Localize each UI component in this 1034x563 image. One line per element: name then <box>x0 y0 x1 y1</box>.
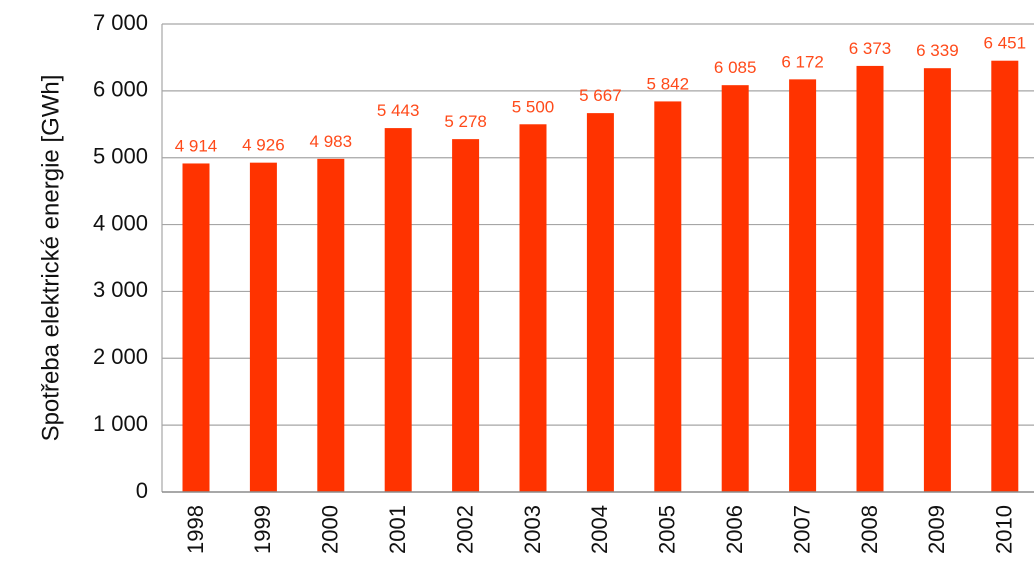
bar <box>182 163 210 493</box>
x-tick-label: 1998 <box>183 505 208 554</box>
data-labels: 4 914 4 926 4 983 5 443 5 278 5 500 5 667 5 842… <box>175 34 1026 156</box>
y-axis-ticks: 0 1 000 2 000 3 000 4 000 5 000 6 000 7 000 <box>93 10 148 503</box>
x-tick-label: 2002 <box>452 505 477 554</box>
bar <box>991 60 1019 493</box>
bar <box>317 158 345 492</box>
data-label: 4 983 <box>310 132 353 151</box>
data-label: 6 339 <box>916 41 959 60</box>
bars <box>182 60 1019 493</box>
x-tick-label: 2006 <box>722 505 747 554</box>
x-tick-label: 2003 <box>520 505 545 554</box>
bar <box>789 79 817 492</box>
bar <box>452 139 480 493</box>
y-tick-label: 7 000 <box>93 10 148 35</box>
data-label: 6 172 <box>781 52 824 71</box>
bar <box>654 101 682 493</box>
x-tick-label: 2001 <box>385 505 410 554</box>
data-label: 6 373 <box>849 39 892 58</box>
bar <box>586 113 614 492</box>
y-tick-label: 3 000 <box>93 277 148 302</box>
x-tick-label: 2010 <box>992 505 1017 554</box>
bar <box>249 162 277 492</box>
x-tick-label: 1999 <box>250 505 275 554</box>
data-label: 4 926 <box>242 136 285 155</box>
data-label: 5 443 <box>377 101 420 120</box>
data-label: 5 667 <box>579 86 622 105</box>
data-label: 6 451 <box>984 34 1027 53</box>
y-tick-label: 1 000 <box>93 411 148 436</box>
data-label: 5 842 <box>647 74 690 93</box>
y-axis-title: Spotřeba elektrické energie [GWh] <box>37 75 64 442</box>
bar <box>923 68 951 493</box>
x-tick-label: 2007 <box>789 505 814 554</box>
y-tick-label: 0 <box>136 478 148 503</box>
bar <box>384 128 412 493</box>
y-tick-label: 4 000 <box>93 210 148 235</box>
bar <box>856 65 884 492</box>
x-tick-label: 2008 <box>857 505 882 554</box>
x-tick-label: 2000 <box>318 505 343 554</box>
data-label: 6 085 <box>714 58 757 77</box>
data-label: 5 500 <box>512 97 555 116</box>
data-label: 4 914 <box>175 136 218 155</box>
y-tick-label: 2 000 <box>93 344 148 369</box>
x-tick-label: 2009 <box>924 505 949 554</box>
bar <box>721 85 749 492</box>
x-tick-label: 2005 <box>655 505 680 554</box>
bar <box>519 124 547 493</box>
x-tick-label: 2004 <box>587 505 612 554</box>
x-axis-ticks: 1998 1999 2000 2001 2002 2003 2004 2005 2006 2007… <box>183 505 1017 554</box>
y-tick-label: 5 000 <box>93 144 148 169</box>
y-tick-label: 6 000 <box>93 77 148 102</box>
data-label: 5 278 <box>444 112 487 131</box>
